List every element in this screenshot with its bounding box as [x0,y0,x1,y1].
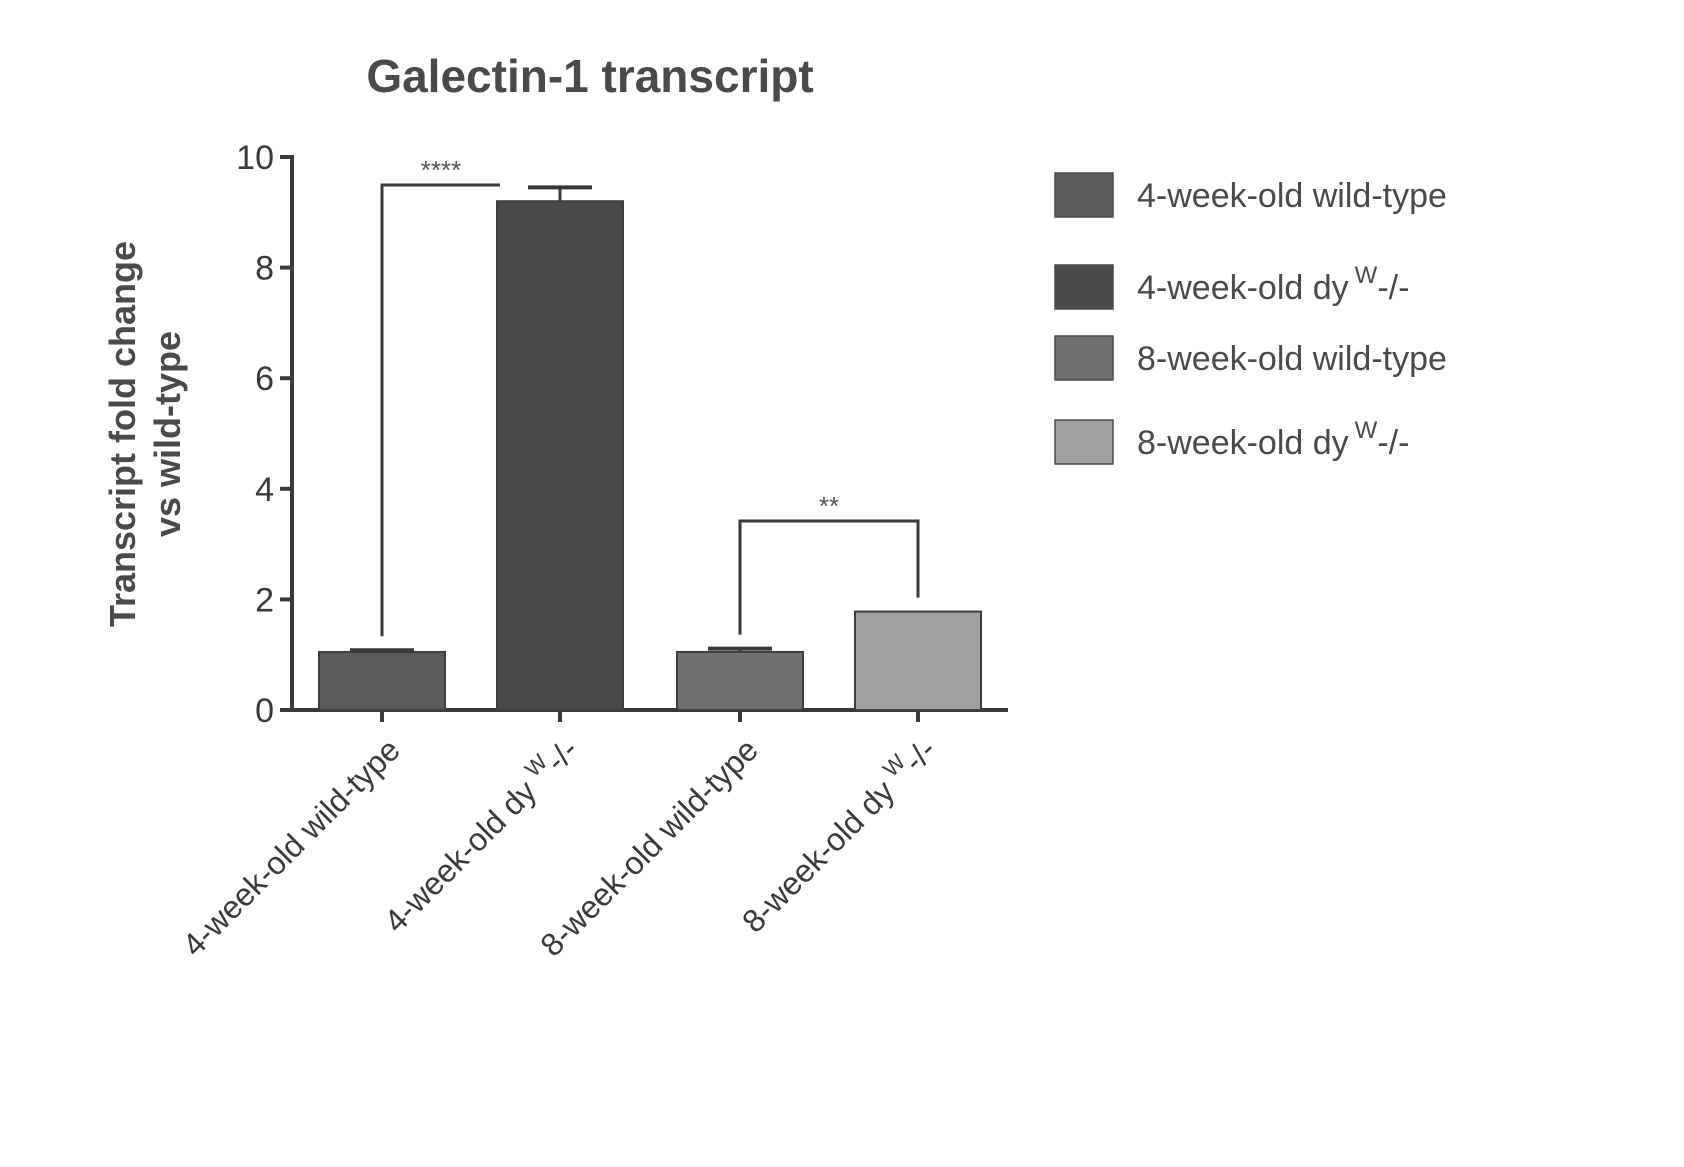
legend-label-3: 8-week-old wild-type [1137,340,1447,378]
legend-label-4: 8-week-old dyW-/- [1137,417,1409,462]
significance-brackets: ****** [382,155,918,636]
x-tick-label-1: 4-week-old wild-type [175,731,407,963]
legend: 4-week-old wild-type 4-week-old dyW-/- 8-w… [1055,173,1447,464]
bar-3 [677,652,803,710]
legend-label-1: 4-week-old wild-type [1137,177,1447,215]
significance-label-2: ** [819,491,839,521]
legend-label-2: 4-week-old dyW-/- [1137,262,1409,307]
bar-1 [319,652,445,710]
y-axis-label-line-1: Transcript fold change [102,241,143,627]
legend-swatch-3 [1055,336,1113,380]
y-tick-label: 0 [255,692,274,730]
y-tick-label: 6 [255,360,274,398]
y-tick-label: 10 [236,139,274,177]
legend-swatch-2 [1055,265,1113,309]
legend-swatch-4 [1055,420,1113,464]
chart-title: Galectin-1 transcript [366,50,813,102]
y-axis-label: Transcript fold changevs wild-type [102,241,188,627]
x-tick-label-4: 8-week-old dyW-/- [731,728,943,940]
x-tick-label-2: 4-week-old dyW-/- [373,728,585,940]
y-axis-label-line-2: vs wild-type [147,331,188,537]
y-tick-label: 4 [255,471,274,509]
bar-2 [497,201,623,710]
x-axis-tick-labels: 4-week-old wild-type4-week-old dyW-/- 8-w… [175,728,943,963]
y-tick-label: 8 [255,250,274,288]
y-tick-label: 2 [255,581,274,619]
bar-4 [855,612,981,710]
bars [319,187,981,710]
legend-swatch-1 [1055,173,1113,217]
significance-label-1: **** [421,155,461,185]
significance-bracket-1 [382,185,500,636]
